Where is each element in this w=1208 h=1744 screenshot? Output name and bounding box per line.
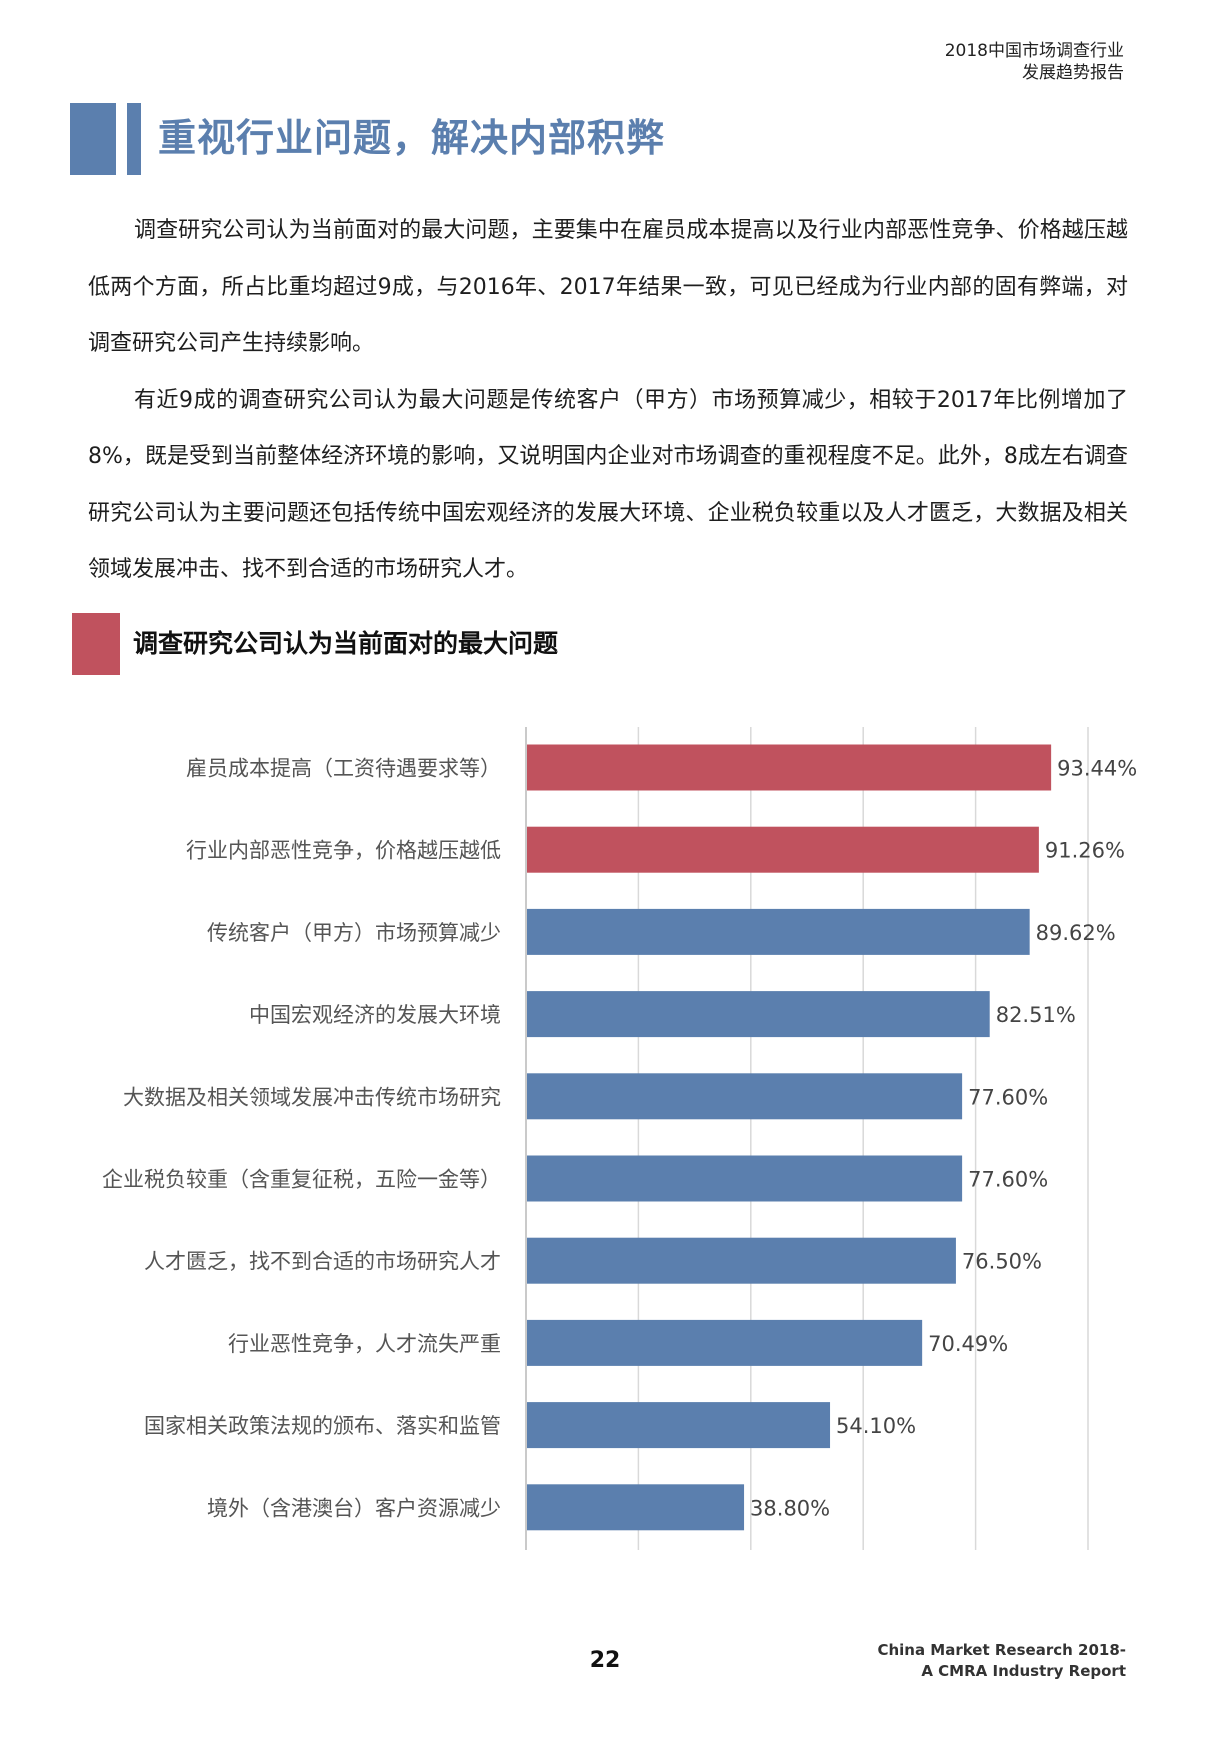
data-label: 93.44% [1057, 757, 1137, 781]
footer-line-2: A CMRA Industry Report [921, 1662, 1126, 1680]
data-label: 54.10% [836, 1414, 916, 1438]
category-label: 中国宏观经济的发展大环境 [249, 1003, 501, 1027]
category-label: 国家相关政策法规的颁布、落实和监管 [144, 1414, 501, 1438]
category-label: 境外（含港澳台）客户资源减少 [207, 1496, 501, 1520]
bar [527, 744, 1052, 791]
bar [527, 991, 990, 1038]
page-title: 重视行业问题，解决内部积弊 [158, 116, 666, 160]
data-label: 77.60% [968, 1085, 1048, 1109]
bar [527, 1155, 963, 1202]
category-label: 企业税负较重（含重复征税，五险一金等） [102, 1168, 501, 1192]
data-label: 77.60% [968, 1168, 1048, 1192]
data-label: 76.50% [962, 1250, 1042, 1274]
bar [527, 826, 1039, 873]
bar-chart: 雇员成本提高（工资待遇要求等） 93.44% 行业内部恶性竞争，价格越压越低 91.2… [102, 727, 1137, 1550]
data-label: 38.80% [750, 1496, 830, 1520]
category-label: 雇员成本提高（工资待遇要求等） [186, 757, 501, 781]
bar [527, 1484, 745, 1531]
footer-line-1: China Market Research 2018- [877, 1641, 1126, 1659]
category-label: 人才匮乏，找不到合适的市场研究人才 [144, 1250, 501, 1274]
category-label: 行业恶性竞争，人才流失严重 [228, 1332, 501, 1356]
category-label: 行业内部恶性竞争，价格越压越低 [186, 839, 501, 863]
data-label: 70.49% [928, 1332, 1008, 1356]
report-header: 2018中国市场调查行业 发展趋势报告 [945, 40, 1124, 84]
bar [527, 908, 1030, 955]
bar [527, 1237, 956, 1284]
data-label: 91.26% [1045, 839, 1125, 863]
category-label: 大数据及相关领域发展冲击传统市场研究 [123, 1085, 501, 1109]
category-label: 传统客户（甲方）市场预算减少 [207, 921, 501, 945]
bar [527, 1073, 963, 1120]
paragraph-2: 有近9成的调查研究公司认为最大问题是传统客户（甲方）市场预算减少，相较于2017… [88, 387, 1128, 583]
title-decoration-block [70, 103, 116, 175]
header-line-1: 2018中国市场调查行业 [944, 41, 1124, 61]
paragraph-1: 调查研究公司认为当前面对的最大问题，主要集中在雇员成本提高以及行业内部恶性竞争、… [88, 218, 1128, 356]
header-line-2: 发展趋势报告 [1022, 63, 1124, 83]
section-title-marker [72, 613, 120, 675]
data-label: 82.51% [996, 1003, 1076, 1027]
body-text: 调查研究公司认为当前面对的最大问题，主要集中在雇员成本提高以及行业内部恶性竞争、… [88, 203, 1128, 599]
bar [527, 1319, 923, 1366]
title-decoration-bar [127, 103, 141, 175]
page-number: 22 [589, 1648, 621, 1673]
footer-report-name: China Market Research 2018- A CMRA Indus… [877, 1640, 1126, 1682]
bar [527, 1402, 831, 1449]
data-label: 89.62% [1036, 921, 1116, 945]
chart-section-title: 调查研究公司认为当前面对的最大问题 [133, 629, 559, 658]
